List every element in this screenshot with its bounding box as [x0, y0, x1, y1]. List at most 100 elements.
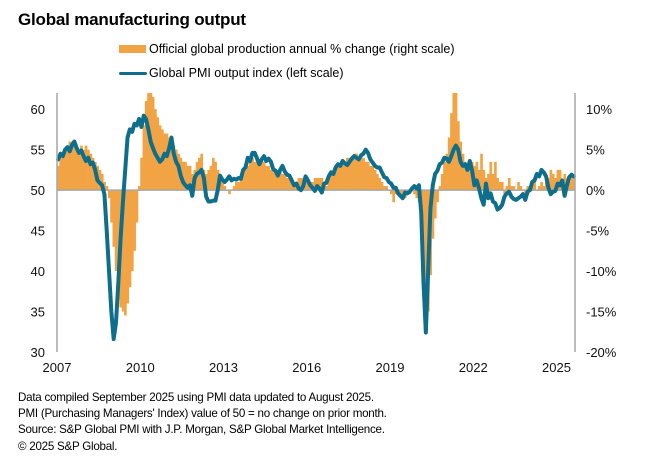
- production-bar: [253, 161, 257, 191]
- production-bar: [70, 145, 74, 191]
- production-bar: [558, 169, 562, 191]
- production-bar: [380, 182, 384, 191]
- left-axis-ticks: 30 35 40 45 50 55 60: [31, 102, 45, 360]
- right-tick-label: -15%: [586, 305, 617, 320]
- production-bar: [251, 157, 254, 191]
- production-bar: [246, 165, 250, 191]
- right-tick-label: -20%: [586, 345, 617, 360]
- production-bar: [142, 125, 146, 191]
- x-tick-label: 2022: [459, 360, 488, 375]
- production-bar: [489, 161, 493, 191]
- production-bar: [181, 161, 185, 191]
- production-bar: [568, 182, 571, 191]
- chart-title: Global manufacturing output: [18, 10, 246, 29]
- production-bar: [274, 169, 278, 191]
- production-bar: [512, 186, 516, 191]
- production-bar: [480, 153, 483, 191]
- production-bar: [334, 165, 338, 191]
- production-bar: [84, 145, 88, 191]
- production-bar: [498, 182, 502, 191]
- production-bar: [466, 165, 469, 191]
- production-bar: [399, 190, 402, 195]
- left-tick-label: 55: [31, 143, 45, 158]
- production-bar: [279, 169, 282, 191]
- production-bar: [385, 186, 389, 191]
- production-bar: [431, 190, 435, 239]
- production-bar: [82, 149, 86, 191]
- production-bar: [237, 182, 241, 191]
- production-bar: [436, 190, 439, 203]
- production-bar: [332, 169, 335, 191]
- production-bar: [366, 161, 370, 191]
- production-bar: [124, 190, 127, 316]
- production-bar: [258, 161, 261, 191]
- production-bar: [262, 161, 266, 191]
- production-bar: [461, 153, 465, 191]
- left-tick-label: 50: [31, 183, 45, 198]
- production-bar: [288, 177, 291, 191]
- production-bar: [80, 145, 83, 191]
- left-tick-label: 60: [31, 102, 45, 117]
- x-tick-label: 2013: [209, 360, 238, 375]
- production-bar: [163, 133, 167, 191]
- production-bar: [117, 190, 120, 288]
- production-bar: [297, 177, 301, 191]
- production-bar: [75, 145, 79, 191]
- production-bar: [316, 177, 319, 191]
- production-bar: [281, 173, 284, 191]
- footer-line-copyright: © 2025 S&P Global.: [18, 439, 118, 453]
- legend-swatch-pmi: [119, 71, 147, 75]
- production-bar: [533, 182, 537, 191]
- production-bar: [336, 165, 340, 191]
- production-bar: [343, 161, 347, 191]
- production-bar: [214, 161, 217, 191]
- legend-item-pmi: Global PMI output index (left scale): [119, 66, 344, 80]
- right-tick-label: -5%: [586, 224, 610, 239]
- production-bar: [105, 186, 109, 191]
- production-bar: [107, 190, 111, 199]
- production-bar: [339, 165, 342, 191]
- production-bar: [242, 173, 245, 191]
- production-bar: [452, 93, 456, 191]
- production-bar: [184, 161, 187, 191]
- production-bar: [503, 190, 506, 195]
- legend-item-production: Official global production annual % chan…: [119, 42, 455, 56]
- production-bar: [68, 141, 72, 191]
- production-bar: [186, 165, 190, 191]
- production-bar: [156, 117, 160, 191]
- production-bar: [98, 169, 102, 191]
- production-bar: [447, 137, 451, 191]
- production-bar: [103, 182, 106, 191]
- production-bar: [283, 173, 287, 191]
- production-bar: [572, 177, 576, 191]
- production-bar: [128, 190, 132, 288]
- production-bar: [443, 161, 446, 191]
- production-bar: [100, 173, 104, 191]
- production-bar: [341, 161, 345, 191]
- production-bar: [144, 101, 148, 191]
- production-bar: [211, 157, 215, 191]
- x-tick-label: 2019: [376, 360, 405, 375]
- production-bar: [304, 182, 308, 191]
- production-bar: [59, 157, 62, 191]
- legend-swatch-production: [119, 45, 146, 53]
- footer-line-data-compiled: Data compiled September 2025 using PMI d…: [18, 391, 374, 404]
- right-tick-label: 0%: [586, 183, 605, 198]
- production-bar: [570, 173, 574, 191]
- production-bar: [170, 141, 173, 191]
- production-bar: [346, 157, 349, 191]
- production-bar: [61, 153, 65, 191]
- x-tick-label: 2007: [43, 360, 72, 375]
- production-bar: [318, 177, 321, 191]
- production-bar: [496, 177, 500, 191]
- production-bar: [188, 165, 192, 191]
- production-bar: [207, 169, 210, 191]
- production-bar: [364, 161, 368, 191]
- production-bar: [556, 169, 560, 191]
- x-tick-label: 2025: [542, 360, 571, 375]
- production-bar: [325, 186, 328, 191]
- production-bar: [540, 182, 543, 191]
- production-bar: [172, 145, 176, 191]
- production-bar: [147, 93, 150, 191]
